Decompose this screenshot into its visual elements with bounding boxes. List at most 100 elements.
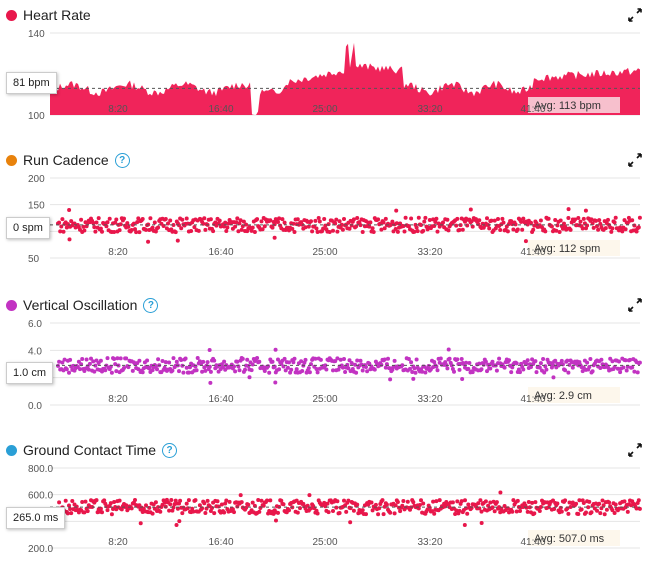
- vertical-oscillation-title: Vertical Oscillation: [23, 297, 138, 313]
- data-point: [235, 216, 240, 221]
- data-point: [80, 357, 85, 362]
- outlier-point: [523, 239, 528, 244]
- data-point: [323, 363, 328, 368]
- x-tick-label: 41:40: [520, 247, 545, 258]
- data-point: [515, 498, 520, 503]
- expand-arrows-icon[interactable]: [628, 153, 642, 167]
- outlier-point: [411, 376, 416, 381]
- outlier-point: [498, 490, 503, 495]
- data-point: [162, 365, 167, 370]
- data-point: [476, 501, 481, 506]
- question-circle-icon[interactable]: ?: [162, 442, 178, 458]
- data-point: [337, 219, 342, 224]
- data-point: [551, 363, 555, 368]
- data-point: [498, 227, 503, 232]
- data-point: [335, 499, 340, 504]
- data-point: [632, 223, 637, 228]
- data-point: [276, 357, 280, 362]
- expand-arrows-icon[interactable]: [628, 298, 642, 312]
- data-point: [314, 367, 319, 372]
- data-point: [144, 227, 148, 232]
- data-point: [98, 226, 103, 231]
- data-point: [570, 365, 575, 370]
- x-tick-label: 41:40: [520, 394, 545, 405]
- run-cadence-panel: 200 150 50 Avg: 112 spm 8:20 16:40 25:00 33:20 4…: [0, 145, 656, 290]
- data-point: [620, 229, 625, 234]
- data-point: [383, 216, 388, 221]
- outlier-point: [208, 380, 213, 385]
- data-point: [250, 362, 255, 367]
- data-point: [238, 218, 243, 223]
- average-label: Avg: 112 spm: [534, 243, 600, 255]
- data-point: [67, 370, 71, 375]
- data-point: [117, 228, 122, 233]
- outlier-point: [175, 238, 180, 243]
- data-point: [577, 498, 582, 503]
- data-point: [262, 369, 267, 374]
- data-point: [252, 230, 257, 235]
- run-cadence-header: Run Cadence ?: [6, 151, 130, 169]
- data-point: [276, 220, 280, 225]
- data-point: [91, 220, 96, 225]
- y-tick-label: 50: [28, 254, 40, 265]
- data-point: [610, 226, 615, 231]
- data-point: [589, 510, 594, 515]
- data-point: [326, 510, 331, 515]
- data-point: [450, 500, 455, 505]
- expand-arrows-icon[interactable]: [628, 8, 642, 22]
- data-point: [324, 367, 329, 372]
- data-point: [600, 498, 605, 503]
- question-circle-icon[interactable]: ?: [114, 152, 130, 168]
- data-point: [85, 509, 90, 514]
- outlier-point: [67, 237, 72, 242]
- x-tick-label: 25:00: [312, 537, 337, 548]
- run-cadence-chart[interactable]: 200 150 50 Avg: 112 spm 8:20 16:40 25:00 33:20 4…: [0, 145, 656, 290]
- data-point: [342, 216, 346, 221]
- data-point: [554, 228, 559, 233]
- data-point: [256, 497, 261, 502]
- data-point: [249, 368, 254, 373]
- data-point: [212, 511, 217, 516]
- data-point: [423, 370, 428, 375]
- x-tick-label: 25:00: [312, 394, 337, 405]
- heart-rate-chart[interactable]: 140 100 Avg: 113 bpm 8:20 16:40 25:00 33:20 41:…: [0, 0, 656, 145]
- data-point: [233, 369, 238, 374]
- data-point: [118, 222, 123, 227]
- vertical-oscillation-chart[interactable]: 6.0 4.0 0.0 Avg: 2.9 cm 8:20 16:40 25:00 33:20 4…: [0, 290, 656, 435]
- data-point: [277, 216, 282, 221]
- data-point: [358, 358, 363, 363]
- data-point: [129, 227, 134, 232]
- data-point: [430, 509, 434, 514]
- data-point: [622, 499, 627, 504]
- data-point: [299, 359, 304, 364]
- data-point: [257, 359, 262, 364]
- data-point: [613, 215, 618, 220]
- data-point: [118, 356, 123, 361]
- data-point: [135, 220, 140, 225]
- expand-arrows-icon[interactable]: [628, 443, 642, 457]
- data-point: [576, 215, 581, 220]
- outlier-point: [566, 207, 571, 212]
- data-point: [520, 227, 525, 232]
- data-point: [241, 219, 246, 224]
- data-point: [354, 370, 359, 375]
- data-point: [469, 219, 474, 224]
- x-tick-label: 33:20: [417, 104, 442, 115]
- data-point: [463, 219, 467, 224]
- data-point: [215, 499, 220, 504]
- data-point: [417, 503, 422, 508]
- data-point: [152, 220, 157, 225]
- data-point: [224, 498, 229, 503]
- ground-contact-time-chart[interactable]: 800.0 600.0 200.0 Avg: 507.0 ms 8:20 16:40 25:…: [0, 435, 656, 560]
- data-point: [295, 510, 300, 515]
- outlier-point: [273, 347, 278, 352]
- data-point: [169, 498, 174, 503]
- data-point: [80, 500, 85, 505]
- data-point: [533, 359, 538, 364]
- y-tick-label: 200: [28, 174, 45, 185]
- data-point: [315, 370, 320, 375]
- data-point: [315, 511, 320, 516]
- question-circle-icon[interactable]: ?: [143, 297, 159, 313]
- data-point: [179, 226, 184, 231]
- data-point: [100, 229, 104, 234]
